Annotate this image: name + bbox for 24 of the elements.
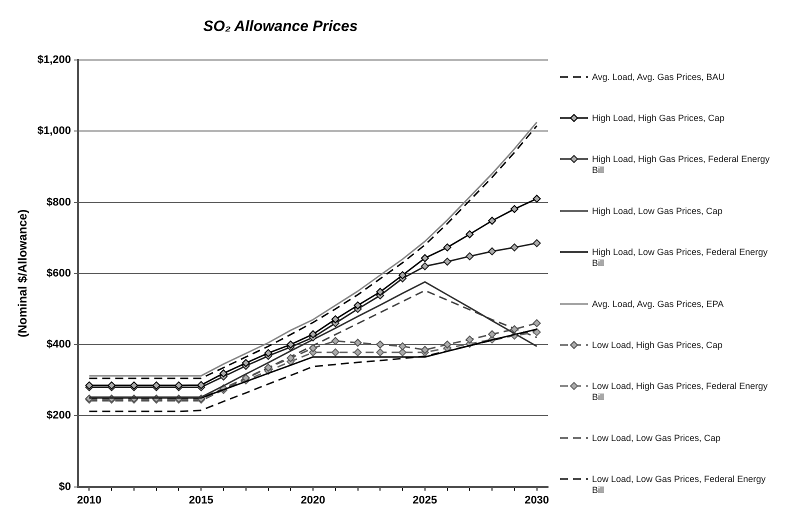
- x-tick-label: 2015: [188, 494, 214, 506]
- y-axis-title: (Nominal $/Allowance): [16, 209, 30, 338]
- legend-label: High Load, Low Gas Prices, Cap: [592, 206, 723, 217]
- y-tick-label: $400: [46, 338, 72, 351]
- legend-label: Avg. Load, Avg. Gas Prices, BAU: [592, 72, 725, 83]
- legend-label: High Load, High Gas Prices, Cap: [592, 113, 725, 124]
- legend-label: Low Load, Low Gas Prices, Cap: [592, 433, 721, 444]
- y-tick-label: $1,000: [37, 125, 72, 138]
- chart-title: SO₂ Allowance Prices: [203, 18, 358, 36]
- legend-label: High Load, Low Gas Prices, Federal Energy Bill: [592, 247, 769, 269]
- legend-label: Avg. Load, Avg. Gas Prices, EPA: [592, 299, 724, 310]
- legend-label: Low Load, Low Gas Prices, Federal Energy Bill: [592, 474, 767, 496]
- legend-label: High Load, High Gas Prices, Federal Energy Bill: [592, 154, 771, 176]
- y-tick-label: $800: [46, 196, 72, 208]
- y-tick-label: $1,200: [37, 54, 72, 66]
- x-tick-label: 2030: [524, 494, 550, 506]
- x-tick-label: 2010: [76, 494, 102, 506]
- y-tick-label: $0: [58, 480, 72, 493]
- x-tick-label: 2020: [300, 494, 326, 506]
- x-tick-label: 2025: [412, 494, 438, 506]
- y-tick-label: $200: [46, 410, 72, 422]
- legend-label: Low Load, High Gas Prices, Federal Energy Bill: [592, 381, 769, 403]
- legend-label: Low Load, High Gas Prices, Cap: [592, 340, 723, 351]
- y-tick-label: $600: [46, 267, 72, 280]
